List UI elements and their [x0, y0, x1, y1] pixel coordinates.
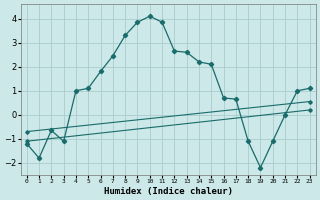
X-axis label: Humidex (Indice chaleur): Humidex (Indice chaleur) — [104, 187, 233, 196]
